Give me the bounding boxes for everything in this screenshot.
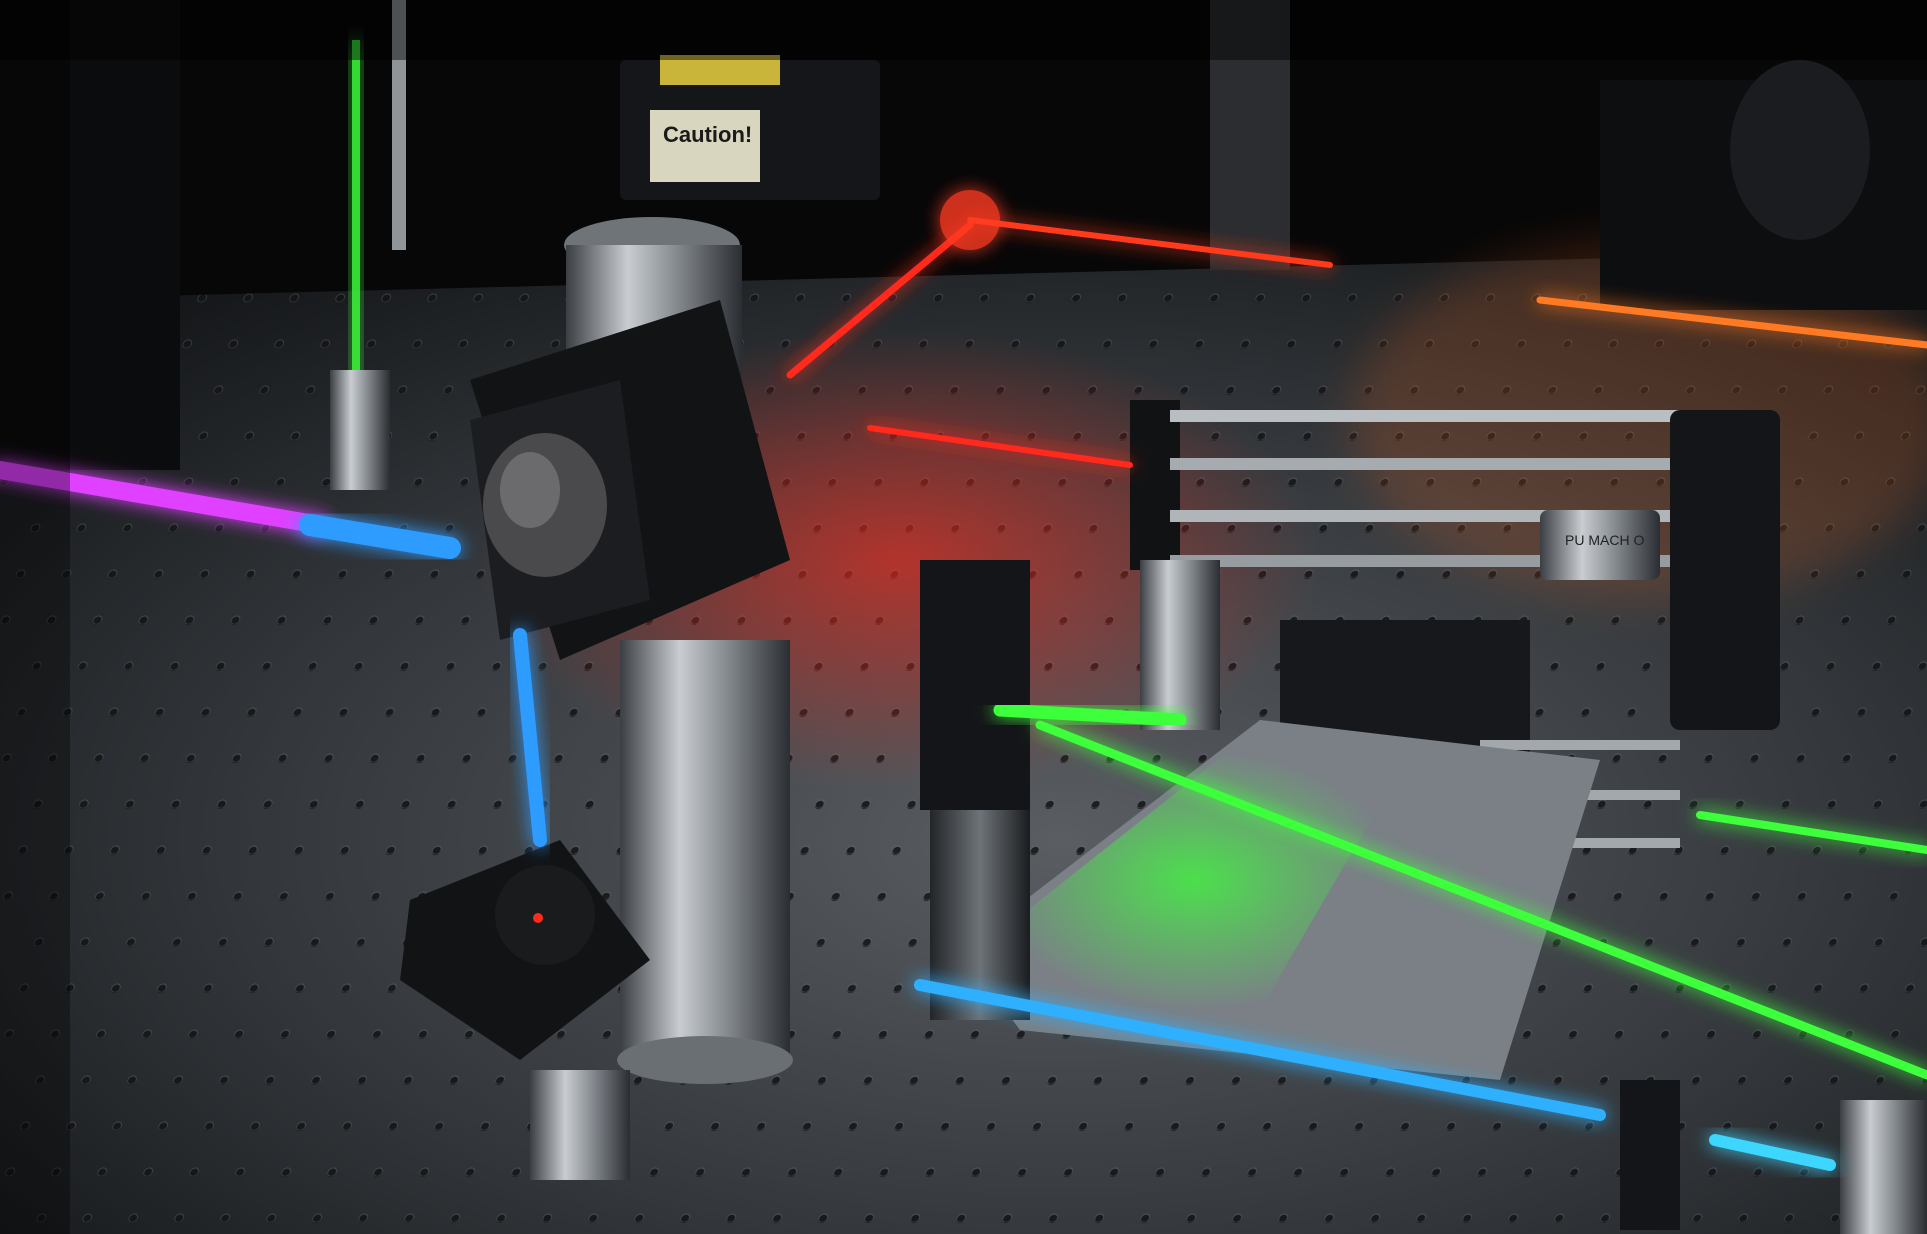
lens-lower-left: [495, 865, 595, 965]
green-beam-right: [1696, 811, 1927, 854]
vignette-top: [0, 0, 1927, 60]
cage-rod-1: [1170, 410, 1680, 422]
lens-red-dot: [533, 913, 543, 923]
post-center-small: [1140, 560, 1220, 730]
green-beam-short: [993, 703, 1187, 727]
round-mirror-highlight: [500, 452, 560, 528]
red-beam-1: [786, 221, 974, 379]
left-dark-column: [0, 0, 180, 470]
post-bottom-right: [1840, 1100, 1927, 1234]
steel-post-base: [617, 1036, 793, 1084]
aluminum-post-rear: [1210, 0, 1290, 270]
cyan-beam-right: [1709, 1134, 1836, 1171]
objective-lens-label: PU MACH O: [1565, 532, 1644, 548]
post-right-lower: [1620, 1080, 1680, 1230]
breadboard-green-glow: [990, 750, 1400, 1010]
blue-beam-lower: [914, 979, 1606, 1121]
blue-beam-left: [299, 514, 461, 559]
cylinder-lens-tube-right: [1730, 60, 1870, 240]
vignette-left: [0, 0, 70, 1234]
blue-beam-vertical: [513, 628, 547, 847]
red-beam-3: [867, 425, 1133, 468]
fiber-silver: [392, 0, 406, 250]
caution-label: Caution!: [663, 122, 752, 147]
steel-post-lower: [620, 640, 790, 1060]
microscope-objective: [1540, 510, 1660, 580]
laser-beams: [0, 190, 1927, 1171]
cage-plate-left: [1130, 400, 1180, 570]
post-bottom-left: [530, 1070, 630, 1180]
fiber-connector: [330, 370, 390, 490]
lower-cage-rod-1: [1480, 740, 1680, 750]
red-hotspot: [940, 190, 1000, 250]
lower-cage-rod-3: [1480, 838, 1680, 848]
caution-sticker: [650, 110, 760, 182]
fiber-green-glow: [352, 40, 360, 470]
red-beam-2: [967, 217, 1333, 268]
violet-beam: [0, 461, 329, 534]
laser-yellow-label: [660, 55, 780, 85]
green-beam-long: [1035, 720, 1927, 1080]
orange-beam: [1536, 296, 1927, 349]
fork-mount-center: [920, 560, 1030, 810]
cage-rod-2: [1170, 458, 1680, 470]
cage-plate-right: [1670, 410, 1780, 730]
